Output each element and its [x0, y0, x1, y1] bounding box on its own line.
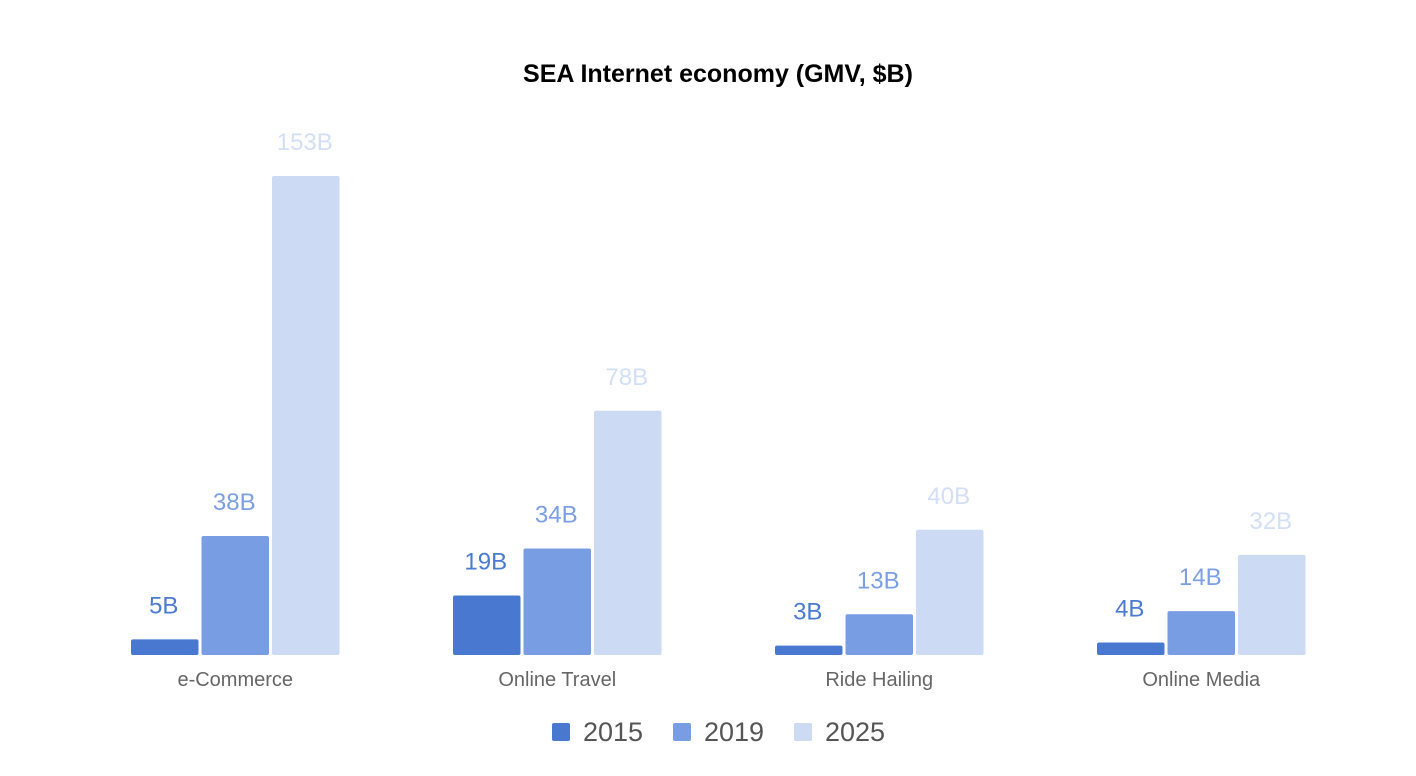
- data-label: 38B: [213, 489, 256, 516]
- category-label: e-Commerce: [177, 669, 293, 691]
- bar-2019-1: [523, 548, 591, 655]
- bar-2025-3: [1238, 554, 1306, 655]
- category-label: Online Media: [1142, 669, 1261, 691]
- data-label: 32B: [1249, 508, 1292, 535]
- data-label: 13B: [857, 567, 900, 594]
- bar-2019-3: [1167, 611, 1235, 655]
- legend-swatch-2015: [552, 723, 570, 741]
- data-label: 5B: [149, 592, 178, 619]
- data-label: 34B: [535, 502, 578, 529]
- category-label: Ride Hailing: [825, 669, 933, 691]
- chart-title: SEA Internet economy (GMV, $B): [523, 60, 913, 88]
- data-label: 153B: [277, 129, 333, 156]
- category-axis: e-Commerce Online Travel Ride Hailing Onlin…: [177, 669, 1261, 691]
- bar-2015-1: [453, 595, 521, 655]
- bar-2025-1: [594, 410, 662, 655]
- legend-label: 2025: [825, 717, 885, 747]
- legend-swatch-2019: [673, 723, 691, 741]
- category-label: Online Travel: [498, 669, 616, 691]
- bar-2019-0: [201, 536, 269, 655]
- bar-2025-0: [272, 176, 340, 655]
- legend-swatch-2025: [794, 723, 812, 741]
- bar-2015-2: [775, 645, 843, 655]
- bar-2025-2: [916, 529, 984, 655]
- data-label: 40B: [927, 483, 970, 510]
- bars-layer: [131, 176, 1306, 655]
- data-label: 78B: [605, 364, 648, 391]
- bar-2019-2: [845, 614, 913, 655]
- data-label: 3B: [793, 599, 822, 626]
- data-label: 19B: [464, 549, 507, 576]
- legend-label: 2015: [583, 717, 643, 747]
- data-label: 4B: [1115, 595, 1144, 622]
- data-labels-layer: 5B 38B 153B 19B 34B 78B 3B 13B 40B 4B 14B 32B: [149, 129, 1292, 626]
- legend-label: 2019: [704, 717, 764, 747]
- bar-2015-3: [1097, 642, 1165, 655]
- legend: 2015 2019 2025: [552, 717, 885, 747]
- data-label: 14B: [1179, 564, 1222, 591]
- bar-2015-0: [131, 639, 199, 655]
